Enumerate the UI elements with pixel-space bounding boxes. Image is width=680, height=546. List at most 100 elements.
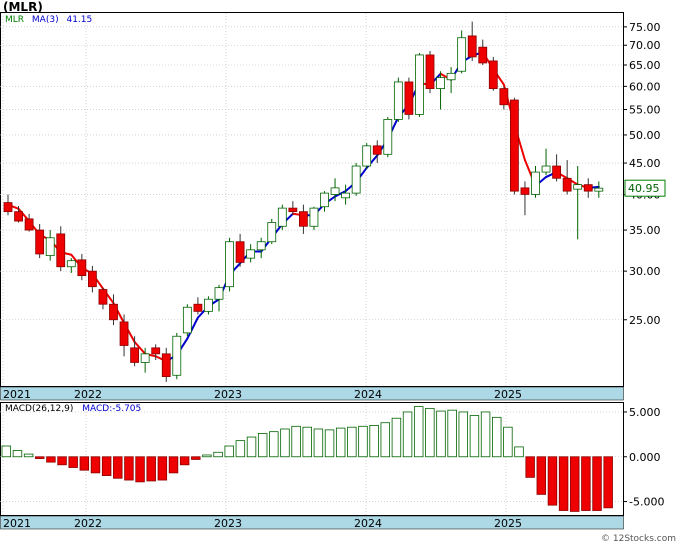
- candle-body: [14, 211, 23, 222]
- macd-bar: [168, 456, 179, 474]
- candle-body: [288, 207, 298, 213]
- macd-bar: [491, 416, 502, 458]
- macd-bar: [291, 425, 301, 458]
- candle-body: [362, 145, 372, 167]
- macd-value: MACD:-5.705: [82, 404, 142, 414]
- candle: [594, 181, 604, 198]
- price-date-band: 2021 2022 2023 2024 2025: [0, 386, 624, 401]
- candle-body: [130, 347, 140, 363]
- candle-body: [66, 260, 76, 268]
- macd-bar: [302, 426, 312, 458]
- macd-bar: [480, 411, 491, 458]
- candle-body: [88, 270, 97, 288]
- macd-bar: [113, 456, 123, 479]
- candle-body: [267, 222, 277, 243]
- macd-bar: [1, 445, 12, 458]
- candle: [393, 77, 403, 122]
- candle: [235, 233, 245, 267]
- macd-bar: [135, 456, 145, 483]
- macd-bar: [380, 422, 390, 458]
- candle-body: [351, 165, 361, 194]
- macd-bar: [191, 456, 201, 460]
- last-price-box: [624, 179, 666, 197]
- candle: [109, 294, 118, 326]
- price-panel: 25.0030.0035.0040.0045.0050.0055.0060.00…: [0, 12, 661, 387]
- candle: [372, 140, 382, 164]
- candle: [362, 143, 372, 170]
- candle: [119, 314, 129, 357]
- candle-body: [225, 241, 234, 288]
- price-year-label: 2025: [494, 388, 522, 401]
- candle: [330, 178, 340, 202]
- candle-body: [56, 233, 66, 268]
- candle-body: [119, 321, 129, 346]
- candle-body: [541, 165, 551, 173]
- candle: [499, 86, 509, 110]
- candle-body: [182, 306, 192, 334]
- macd-bar: [547, 456, 558, 506]
- candle: [488, 56, 498, 91]
- candle-body: [372, 145, 382, 155]
- candle: [541, 148, 551, 176]
- candle: [14, 206, 23, 223]
- macd-date-band-bg: [0, 515, 624, 530]
- candle-body: [341, 192, 351, 199]
- price-axis-label: 25.00: [629, 314, 661, 327]
- macd-bar: [280, 428, 290, 458]
- macd-bar: [347, 426, 357, 458]
- candle-body: [330, 187, 340, 195]
- price-axis-label: 75.00: [629, 21, 661, 34]
- candle-body: [298, 211, 308, 227]
- macd-bar: [514, 446, 524, 458]
- candle: [267, 218, 277, 245]
- macd-bar: [603, 456, 613, 509]
- candle: [193, 297, 203, 315]
- ma-segment: [133, 340, 147, 355]
- macd-panel: 5.000 0.000 -5.000: [0, 402, 664, 516]
- candle: [309, 206, 319, 231]
- macd-year-label: 2025: [494, 517, 522, 530]
- price-axis-label: 35.00: [629, 224, 661, 237]
- macd-bar: [581, 456, 591, 511]
- macd-label: MACD(26,12,9): [5, 404, 74, 414]
- macd-bar: [12, 450, 23, 458]
- legend-ma-value: 41.15: [66, 15, 93, 25]
- candle-body: [467, 35, 477, 58]
- candle: [509, 97, 519, 195]
- price-axis-label: 55.00: [629, 104, 661, 117]
- candle-body: [246, 249, 256, 259]
- macd-bar: [57, 456, 67, 466]
- macd-bar: [503, 426, 513, 458]
- macd-date-band: 2021 2022 2023 2024 2025: [0, 515, 624, 530]
- candle-body: [488, 60, 498, 89]
- macd-bar: [458, 411, 469, 458]
- candle: [3, 194, 13, 216]
- candle-body: [35, 229, 45, 255]
- candle: [467, 21, 477, 61]
- macd-bar: [46, 456, 56, 463]
- macd-bar: [257, 433, 268, 458]
- price-axis-label: 65.00: [629, 59, 661, 72]
- candle: [214, 284, 224, 312]
- candle: [351, 163, 361, 196]
- macd-bar: [358, 425, 368, 458]
- macd-bar: [101, 456, 112, 476]
- candle-body: [204, 298, 213, 312]
- price-year-label: 2021: [3, 388, 31, 401]
- macd-bar: [402, 411, 413, 458]
- macd-bar: [335, 427, 346, 458]
- watermark: © 12Stocks.com: [601, 534, 676, 544]
- macd-year-label: 2022: [74, 517, 102, 530]
- candle-body: [457, 37, 467, 72]
- price-axis-label: 70.00: [629, 39, 661, 52]
- price-axis-label: 30.00: [629, 265, 661, 278]
- candle: [45, 230, 55, 261]
- candle-body: [583, 184, 593, 192]
- macd-bar: [413, 406, 424, 458]
- candle-body: [235, 241, 245, 263]
- candle: [256, 237, 266, 259]
- candle-body: [24, 218, 34, 231]
- candle: [151, 344, 161, 360]
- candle: [140, 347, 150, 373]
